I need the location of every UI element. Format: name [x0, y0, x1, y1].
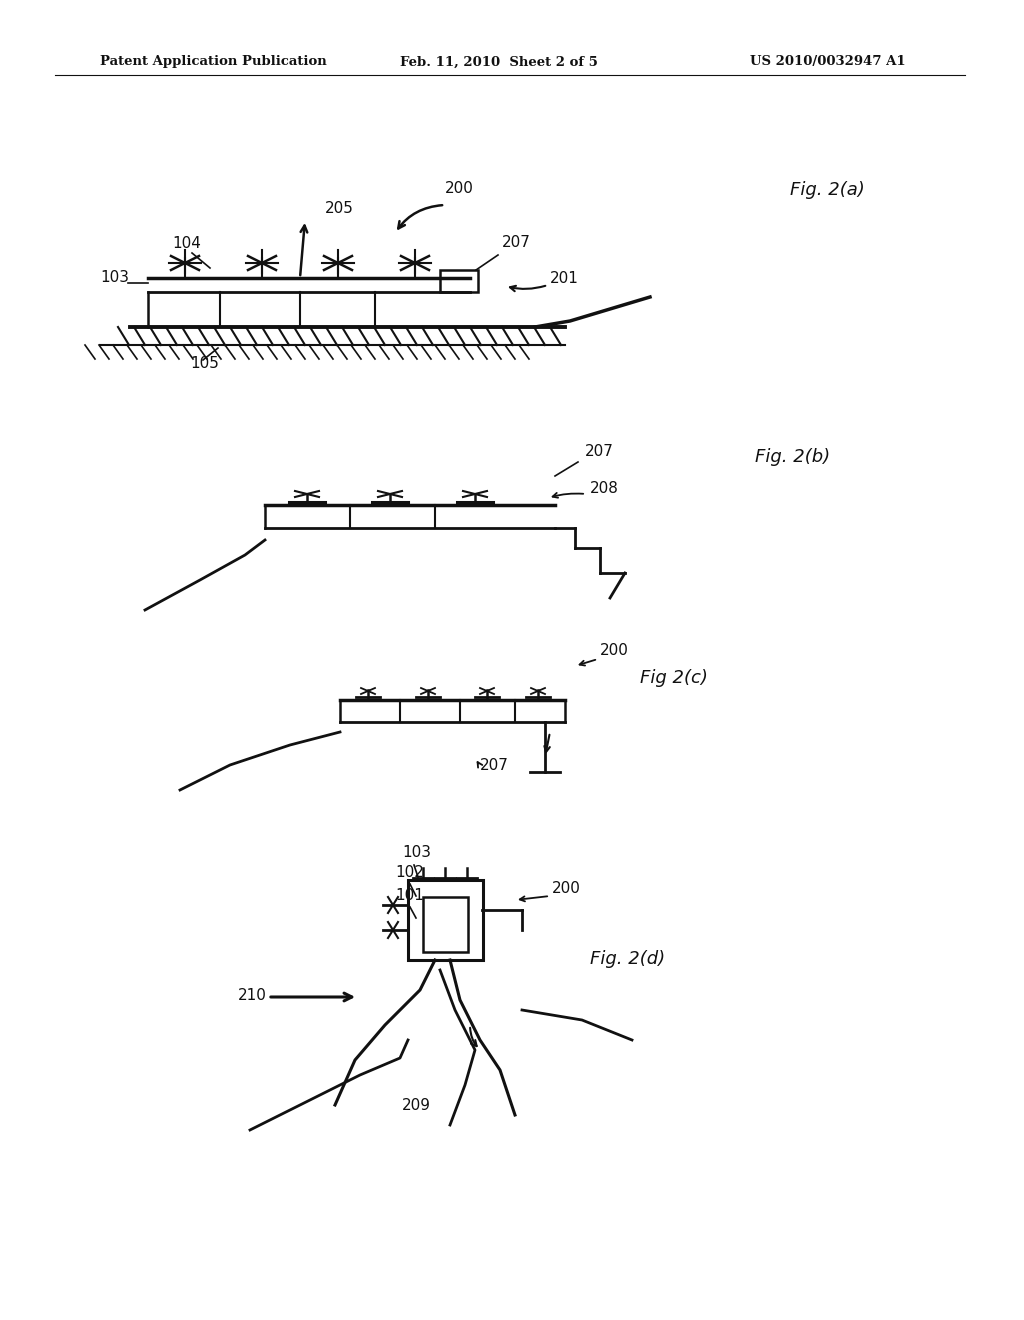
- Text: 208: 208: [590, 480, 618, 496]
- Text: 209: 209: [402, 1098, 431, 1113]
- Text: 207: 207: [585, 444, 613, 459]
- Text: 201: 201: [550, 271, 579, 286]
- Bar: [440, 271, 478, 292]
- Text: Patent Application Publication: Patent Application Publication: [100, 55, 327, 69]
- Text: 200: 200: [600, 643, 629, 657]
- Bar: [408, 880, 483, 960]
- Text: Fig. 2(a): Fig. 2(a): [790, 181, 864, 199]
- Bar: [423, 898, 468, 952]
- Text: 200: 200: [445, 181, 474, 195]
- Text: Feb. 11, 2010  Sheet 2 of 5: Feb. 11, 2010 Sheet 2 of 5: [400, 55, 598, 69]
- Text: Fig. 2(b): Fig. 2(b): [755, 447, 830, 466]
- Text: 103: 103: [402, 845, 431, 861]
- Text: US 2010/0032947 A1: US 2010/0032947 A1: [750, 55, 905, 69]
- Text: 205: 205: [325, 201, 354, 216]
- Text: 103: 103: [100, 271, 129, 285]
- Text: 207: 207: [480, 758, 509, 774]
- Text: 101: 101: [395, 888, 424, 903]
- Text: 207: 207: [502, 235, 530, 249]
- Text: Fig. 2(d): Fig. 2(d): [590, 950, 666, 968]
- Text: 105: 105: [190, 356, 219, 371]
- Text: 200: 200: [552, 880, 581, 896]
- Text: 210: 210: [238, 987, 267, 1003]
- Text: Fig 2(c): Fig 2(c): [640, 669, 708, 686]
- Text: 102: 102: [395, 865, 424, 880]
- Text: 104: 104: [172, 236, 201, 251]
